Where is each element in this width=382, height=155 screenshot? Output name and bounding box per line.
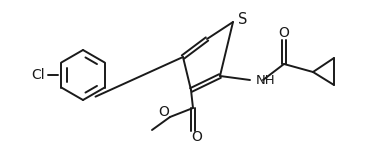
Text: O: O: [278, 26, 290, 40]
Text: Cl: Cl: [31, 68, 45, 82]
Text: S: S: [238, 11, 248, 27]
Text: NH: NH: [256, 75, 276, 88]
Text: O: O: [159, 105, 170, 119]
Text: O: O: [191, 130, 202, 144]
